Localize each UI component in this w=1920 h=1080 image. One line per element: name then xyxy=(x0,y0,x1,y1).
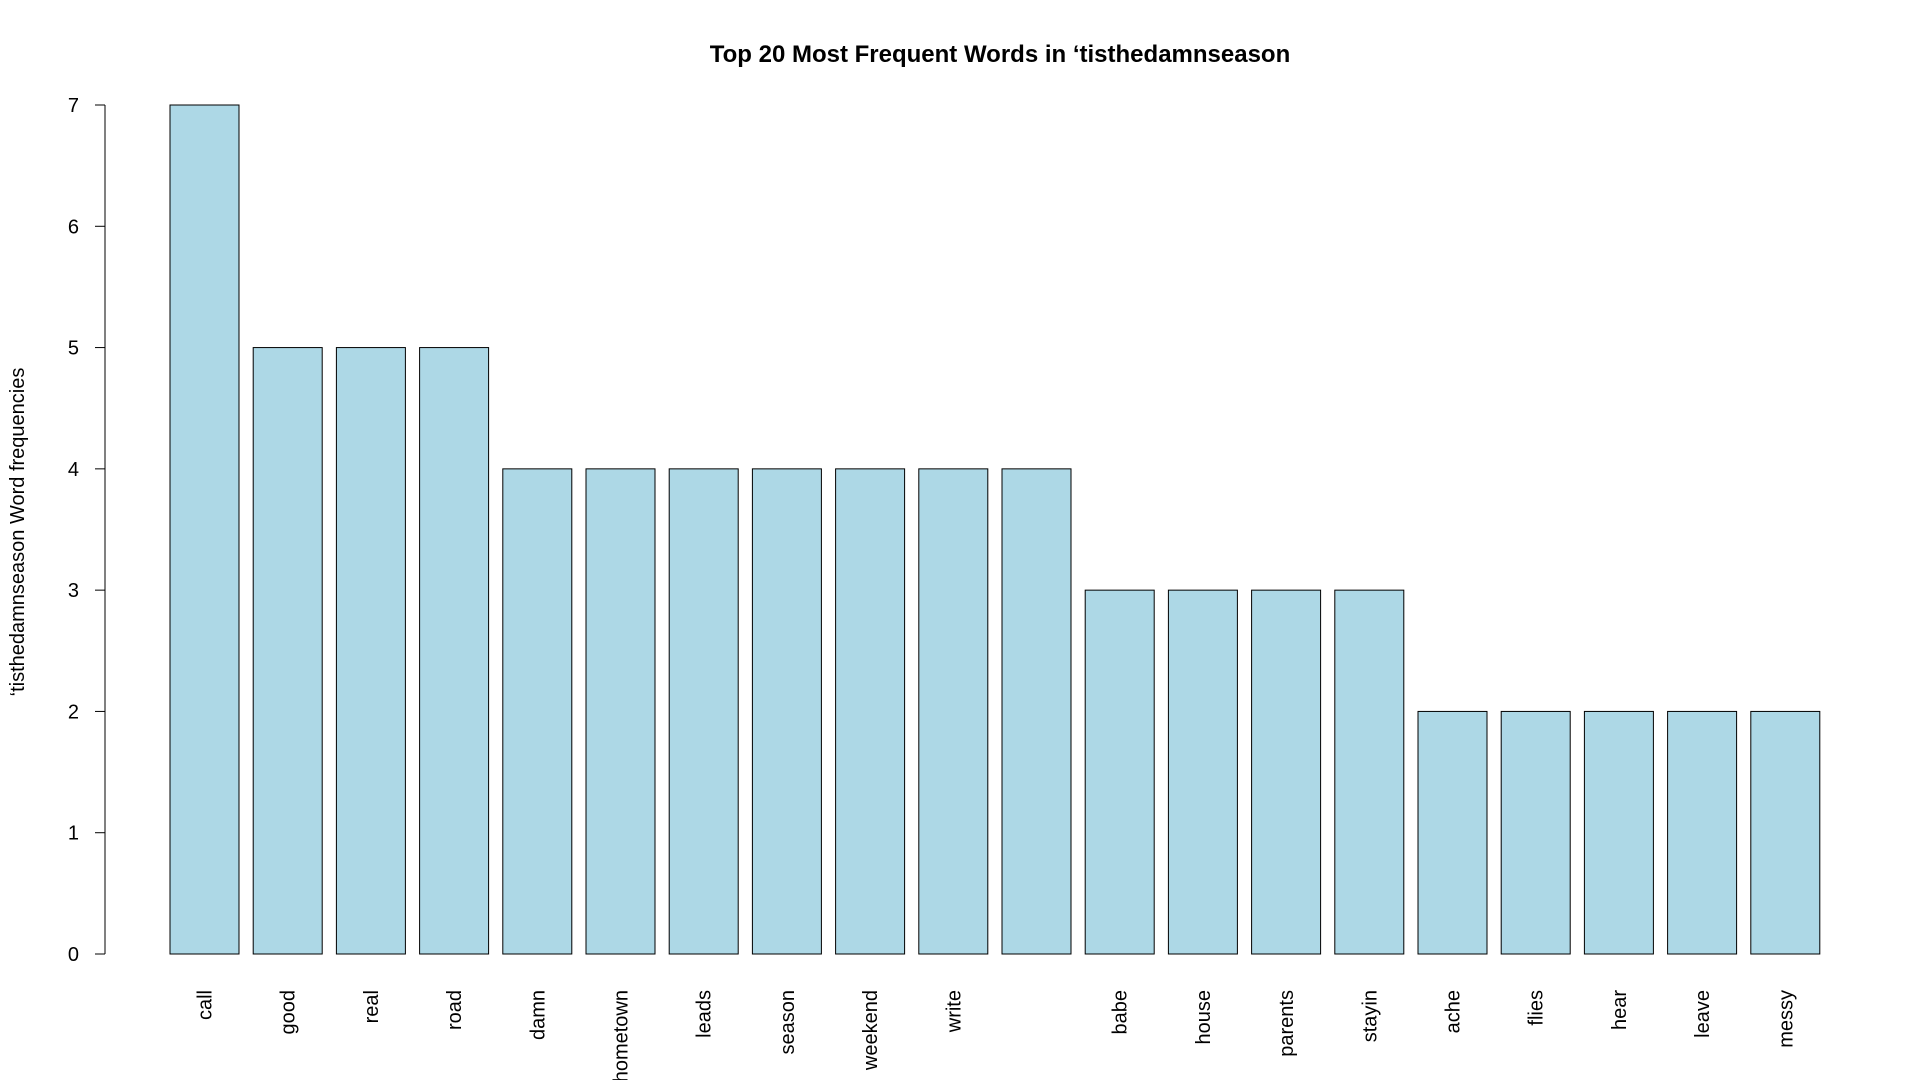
x-tick-labels: call good real road damn hometown leads season w… xyxy=(195,990,1798,1080)
x-tick-label: damn xyxy=(527,990,549,1040)
y-tick-label: 4 xyxy=(68,459,79,481)
bar xyxy=(419,347,490,955)
bar xyxy=(1417,710,1488,955)
bar xyxy=(1500,710,1571,955)
y-tick-label: 7 xyxy=(68,95,79,117)
bar xyxy=(1167,589,1238,955)
x-tick-label: season xyxy=(777,990,799,1055)
bars-group xyxy=(169,104,1821,955)
bar xyxy=(1251,589,1322,955)
x-tick-label: parents xyxy=(1276,990,1298,1057)
bar xyxy=(835,468,906,955)
bar xyxy=(252,347,323,955)
x-tick-label: leave xyxy=(1692,990,1714,1038)
x-tick-label: hometown xyxy=(611,990,633,1080)
x-tick-label: messy xyxy=(1775,990,1797,1048)
bar xyxy=(169,104,240,955)
x-tick-label: flies xyxy=(1526,990,1548,1026)
bar xyxy=(668,468,739,955)
bar xyxy=(502,468,573,955)
y-tick-label: 6 xyxy=(68,216,79,238)
y-tick-label: 2 xyxy=(68,701,79,723)
y-tick-label: 0 xyxy=(68,944,79,966)
x-tick-label: ache xyxy=(1443,990,1465,1033)
x-tick-label: good xyxy=(278,990,300,1035)
y-axis-label: ‘tisthedamnseason Word frequencies xyxy=(7,368,29,697)
x-tick-label: real xyxy=(361,990,383,1023)
x-tick-label: road xyxy=(444,990,466,1030)
x-tick-label: leads xyxy=(694,990,716,1038)
bar xyxy=(1583,710,1654,955)
x-tick-label: write xyxy=(943,990,965,1033)
bar xyxy=(751,468,822,955)
y-tick-label: 3 xyxy=(68,580,79,602)
chart-title: Top 20 Most Frequent Words in ‘tisthedam… xyxy=(710,41,1291,68)
x-tick-label: babe xyxy=(1110,990,1132,1035)
bar xyxy=(1084,589,1155,955)
y-axis: 0 1 2 3 4 5 6 7 xyxy=(68,95,106,966)
bar xyxy=(1750,710,1821,955)
bar xyxy=(1334,589,1405,955)
y-tick-label: 1 xyxy=(68,823,79,845)
bar xyxy=(1001,468,1072,955)
x-tick-label: call xyxy=(195,990,217,1020)
y-tick-label: 5 xyxy=(68,338,79,360)
bar xyxy=(918,468,989,955)
x-tick-label: stayin xyxy=(1359,990,1381,1042)
x-tick-label: house xyxy=(1193,990,1215,1045)
bar xyxy=(335,347,406,955)
x-tick-label: hear xyxy=(1609,990,1631,1030)
x-tick-label: weekend xyxy=(860,990,882,1071)
bar xyxy=(585,468,656,955)
bar xyxy=(1667,710,1738,955)
